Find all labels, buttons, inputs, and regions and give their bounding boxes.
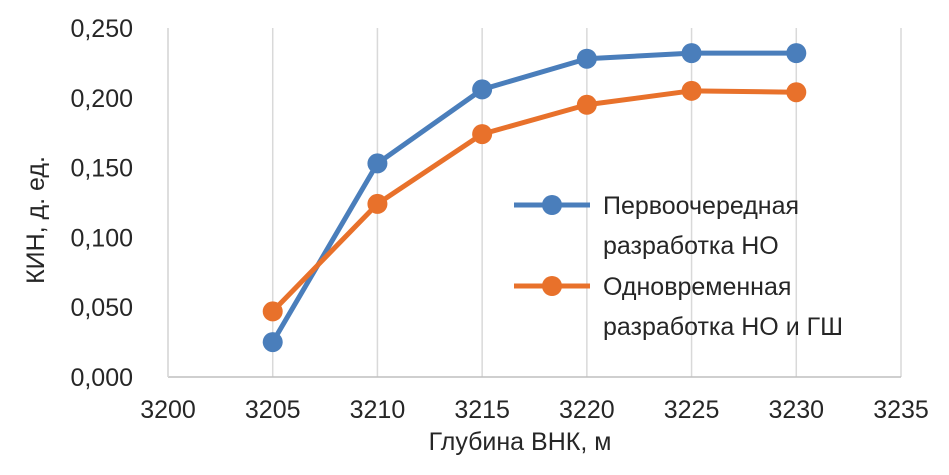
y-tick-label: 0,200 (70, 85, 133, 113)
legend-label: разработка НО и ГШ (603, 313, 843, 341)
x-tick-label: 3225 (664, 396, 720, 424)
data-point-series-2 (262, 301, 283, 322)
x-tick-label: 3210 (350, 396, 406, 424)
axes: 3200 3205 3210 3215 3220 3225 3230 3235 0,000 0,0… (70, 15, 928, 424)
x-tick-label: 3200 (140, 396, 196, 424)
data-point-series-1 (786, 43, 807, 64)
data-point-series-1 (472, 79, 493, 100)
x-tick-label: 3205 (245, 396, 301, 424)
y-tick-label: 0,250 (70, 15, 133, 43)
legend-label: Первоочередная (603, 192, 799, 220)
data-point-series-1 (576, 48, 597, 69)
x-tick-label: 3220 (559, 396, 615, 424)
x-tick-label: 3235 (873, 396, 929, 424)
x-axis-title: Глубина ВНК, м (429, 428, 612, 456)
data-point-series-1 (681, 43, 702, 64)
data-point-series-2 (367, 193, 388, 214)
data-point-series-1 (367, 153, 388, 174)
data-point-series-2 (786, 82, 807, 103)
x-tick-label: 3215 (454, 396, 510, 424)
x-tick-label: 3230 (768, 396, 824, 424)
data-point-series-2 (576, 94, 597, 115)
legend: Первоочередная разработка НО Одновременная… (514, 192, 843, 341)
series-lines (262, 43, 807, 353)
data-point-series-2 (681, 80, 702, 101)
series-line-2 (270, 88, 799, 314)
series-line-1 (270, 50, 799, 345)
y-tick-label: 0,100 (70, 224, 133, 252)
y-tick-label: 0,050 (70, 294, 133, 322)
data-point-series-2 (472, 124, 493, 145)
legend-label: разработка НО (603, 232, 779, 260)
y-axis-title: КИН, д. ед. (22, 156, 50, 284)
data-point-series-1 (262, 332, 283, 353)
legend-marker-2 (542, 276, 562, 296)
y-tick-label: 0,150 (70, 155, 133, 183)
legend-marker-1 (542, 195, 562, 215)
y-tick-label: 0,000 (70, 364, 133, 392)
legend-label: Одновременная (603, 273, 791, 301)
